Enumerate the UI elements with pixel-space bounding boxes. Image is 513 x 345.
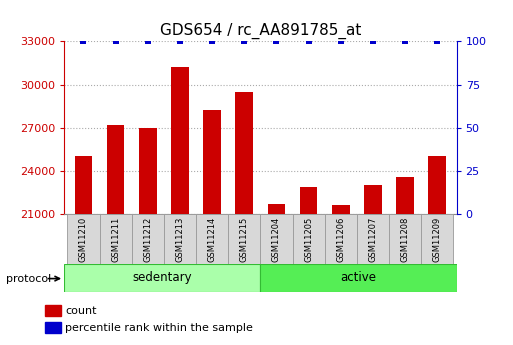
Bar [260,264,457,292]
Bar [67,214,100,264]
Bar [268,204,285,214]
Text: GSM11205: GSM11205 [304,216,313,262]
Bar [132,214,164,264]
Bar [164,214,196,264]
Text: active: active [341,271,377,284]
Bar [261,214,292,264]
Bar [203,110,221,214]
Point [208,39,216,44]
Text: GSM11211: GSM11211 [111,216,120,262]
Bar [45,322,61,334]
Text: GSM11209: GSM11209 [433,216,442,262]
Bar [389,214,421,264]
Bar [396,177,414,214]
Text: GSM11206: GSM11206 [336,216,345,262]
Text: percentile rank within the sample: percentile rank within the sample [65,323,253,333]
Bar [300,187,318,214]
Point [176,39,184,44]
Point [144,39,152,44]
Text: GSM11215: GSM11215 [240,216,249,262]
Point [433,39,441,44]
Text: count: count [65,306,96,316]
Point [401,39,409,44]
Text: GSM11210: GSM11210 [79,216,88,262]
Bar [139,128,156,214]
Bar [45,305,61,316]
Text: GSM11213: GSM11213 [175,216,185,262]
Bar [107,125,125,214]
Text: GSM11204: GSM11204 [272,216,281,262]
Text: sedentary: sedentary [132,271,192,284]
Bar [196,214,228,264]
Bar [64,264,260,292]
Bar [332,205,350,214]
Point [80,39,88,44]
Bar [357,214,389,264]
Bar [100,214,132,264]
Point [240,39,248,44]
Point [111,39,120,44]
Text: GSM11214: GSM11214 [208,216,216,262]
Text: GSM11207: GSM11207 [368,216,378,262]
Bar [292,214,325,264]
Point [272,39,281,44]
Bar [325,214,357,264]
Bar [235,92,253,214]
Text: GSM11212: GSM11212 [143,216,152,262]
Bar [228,214,261,264]
Text: GSM11208: GSM11208 [401,216,409,262]
Bar [421,214,453,264]
Bar [364,185,382,214]
Title: GDS654 / rc_AA891785_at: GDS654 / rc_AA891785_at [160,22,361,39]
Point [305,39,313,44]
Point [337,39,345,44]
Bar [74,156,92,214]
Point [369,39,377,44]
Bar [428,156,446,214]
Text: protocol: protocol [6,274,51,284]
Bar [171,67,189,214]
